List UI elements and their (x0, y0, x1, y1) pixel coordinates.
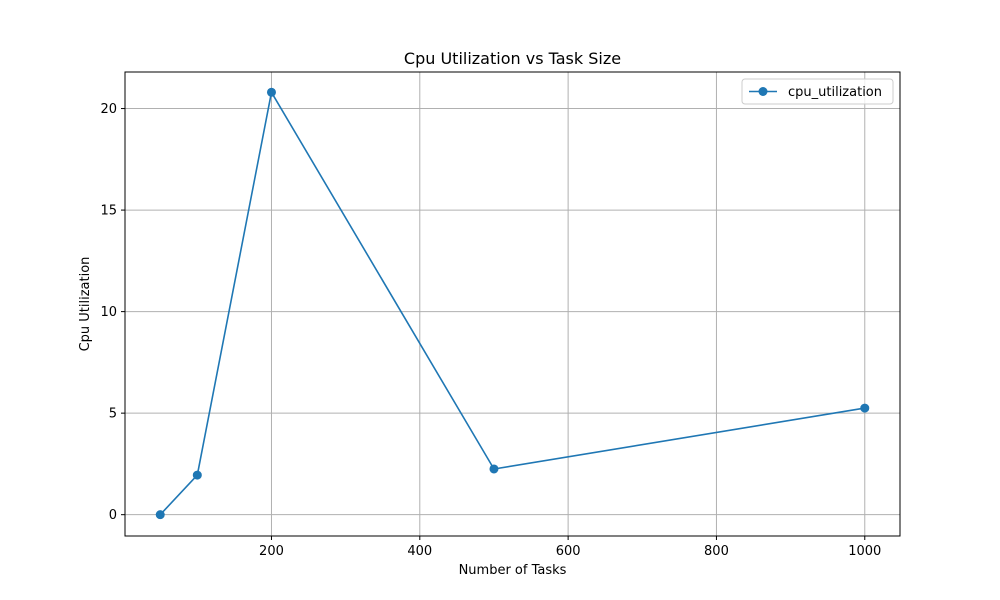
legend-box (741, 78, 894, 105)
legend: cpu_utilization (741, 78, 894, 105)
y-axis-label: Cpu Utilization (78, 257, 93, 352)
y-tick-label: 10 (100, 305, 117, 320)
x-tick-label: 1000 (848, 544, 881, 559)
y-tick-label: 5 (109, 407, 117, 422)
y-tick-label: 20 (100, 102, 117, 117)
data-point (155, 510, 165, 520)
axis-ticks: 200 400 600 800 1000 0 5 10 15 20 (100, 102, 881, 559)
legend-label: cpu_utilization (788, 85, 882, 100)
grid (125, 72, 900, 536)
legend-marker (758, 87, 768, 96)
y-tick-label: 15 (100, 204, 117, 219)
x-tick-label: 600 (556, 544, 581, 559)
y-tick-label: 0 (109, 508, 117, 523)
data-point (266, 87, 276, 97)
x-axis-label: Number of Tasks (459, 563, 567, 578)
plot-frame (124, 71, 901, 537)
series (155, 87, 870, 520)
data-point (192, 470, 202, 480)
x-tick-label: 200 (259, 544, 284, 559)
chart-title: Cpu Utilization vs Task Size (404, 49, 621, 68)
data-point (489, 464, 499, 474)
x-tick-label: 800 (704, 544, 729, 559)
x-tick-label: 400 (407, 544, 432, 559)
data-point (860, 403, 870, 413)
